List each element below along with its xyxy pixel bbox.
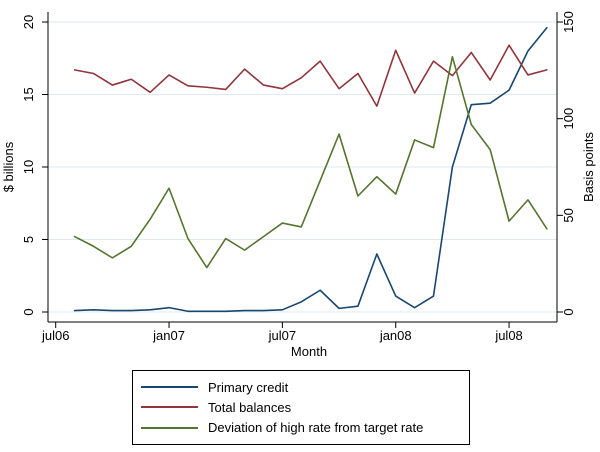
y-axis-title-right: Basis points <box>581 131 596 202</box>
series-line-deviation <box>73 55 548 269</box>
y-right-tick-label: 0 <box>561 308 576 315</box>
y-right-tick-label: 50 <box>561 208 576 222</box>
legend-item-total-balances: Total balances <box>141 397 469 417</box>
legend-line-swatch-red <box>141 406 198 409</box>
gridlines <box>48 21 557 313</box>
legend: Primary credit Total balances Deviation … <box>132 370 470 445</box>
y-right-tick-label: 100 <box>561 108 576 130</box>
y-left-tick-label: 10 <box>21 160 36 174</box>
legend-label: Primary credit <box>208 379 289 395</box>
tick-labels: 0 5 10 15 20 0 50 100 150 jul06 jan07 jul07 jan08 jul… <box>21 11 576 343</box>
legend-item-deviation: Deviation of high rate from target rate <box>141 418 469 438</box>
axes <box>42 12 563 328</box>
y-left-tick-label: 5 <box>21 236 36 243</box>
legend-line-swatch-blue <box>141 386 198 389</box>
y-axis-title-left: $ billions <box>1 141 16 192</box>
x-tick-label: jan08 <box>379 328 412 343</box>
y-right-tick-label: 150 <box>561 11 576 33</box>
y-left-tick-label: 0 <box>21 308 36 315</box>
series-line-total-balances <box>73 44 548 107</box>
legend-label: Deviation of high rate from target rate <box>208 420 424 436</box>
x-tick-label: jul06 <box>41 328 69 343</box>
legend-label: Total balances <box>208 399 292 415</box>
x-tick-label: jul07 <box>268 328 296 343</box>
x-tick-label: jan07 <box>152 328 185 343</box>
series-lines <box>73 26 548 313</box>
y-left-tick-label: 15 <box>21 87 36 101</box>
x-axis-title: Month <box>291 344 327 359</box>
y-left-tick-label: 20 <box>21 15 36 29</box>
legend-item-primary-credit: Primary credit <box>141 377 469 397</box>
x-tick-label: jul08 <box>494 328 522 343</box>
legend-line-swatch-green <box>141 426 198 429</box>
